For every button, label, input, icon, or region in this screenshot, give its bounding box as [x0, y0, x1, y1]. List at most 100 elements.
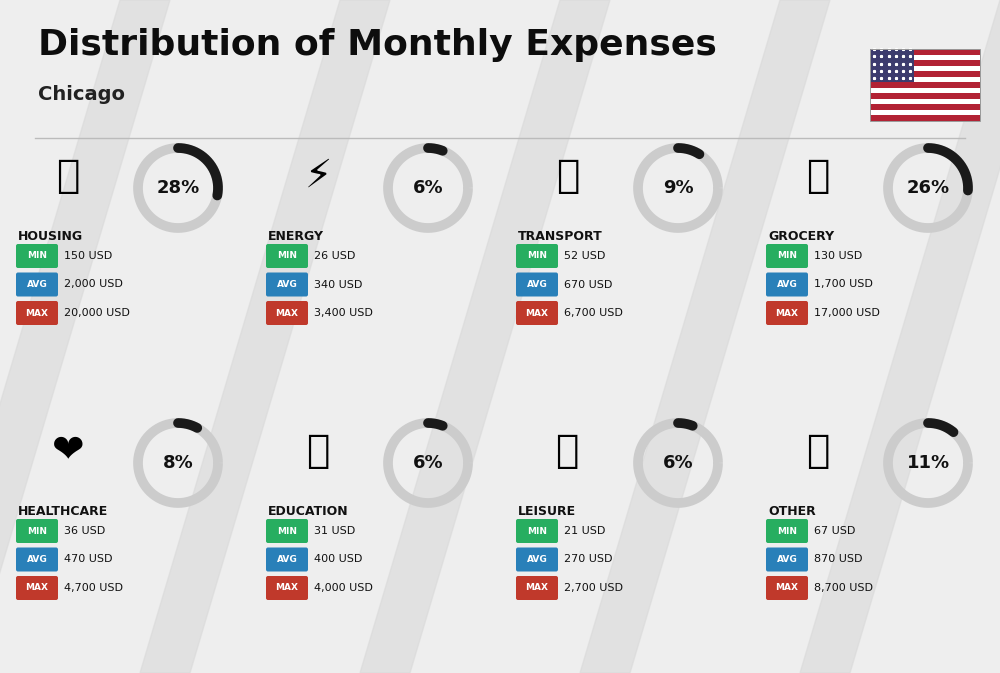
FancyBboxPatch shape — [766, 273, 808, 297]
Text: 11%: 11% — [906, 454, 950, 472]
Text: 1,700 USD: 1,700 USD — [814, 279, 873, 289]
Text: MIN: MIN — [27, 252, 47, 260]
Text: 400 USD: 400 USD — [314, 555, 362, 565]
FancyBboxPatch shape — [766, 301, 808, 325]
Text: 28%: 28% — [156, 179, 200, 197]
Text: 31 USD: 31 USD — [314, 526, 355, 536]
FancyBboxPatch shape — [266, 244, 308, 268]
Text: MAX: MAX — [275, 308, 298, 318]
FancyBboxPatch shape — [266, 301, 308, 325]
Text: 470 USD: 470 USD — [64, 555, 112, 565]
FancyBboxPatch shape — [766, 519, 808, 543]
Text: MAX: MAX — [526, 583, 548, 592]
FancyBboxPatch shape — [16, 519, 58, 543]
Text: 270 USD: 270 USD — [564, 555, 612, 565]
Text: 670 USD: 670 USD — [564, 279, 612, 289]
Text: 🏢: 🏢 — [56, 157, 80, 195]
Text: 4,000 USD: 4,000 USD — [314, 583, 373, 593]
Text: 2,700 USD: 2,700 USD — [564, 583, 623, 593]
FancyBboxPatch shape — [870, 65, 980, 71]
Text: LEISURE: LEISURE — [518, 505, 576, 518]
Text: MIN: MIN — [777, 526, 797, 536]
Text: HEALTHCARE: HEALTHCARE — [18, 505, 108, 518]
Text: Chicago: Chicago — [38, 85, 125, 104]
Text: MIN: MIN — [527, 526, 547, 536]
FancyBboxPatch shape — [870, 49, 980, 55]
Text: AVG: AVG — [777, 555, 797, 564]
Text: AVG: AVG — [527, 280, 547, 289]
Text: EDUCATION: EDUCATION — [268, 505, 349, 518]
FancyBboxPatch shape — [870, 104, 980, 110]
FancyBboxPatch shape — [870, 55, 980, 60]
FancyBboxPatch shape — [16, 273, 58, 297]
FancyBboxPatch shape — [266, 519, 308, 543]
FancyBboxPatch shape — [516, 576, 558, 600]
FancyBboxPatch shape — [16, 576, 58, 600]
Text: Distribution of Monthly Expenses: Distribution of Monthly Expenses — [38, 28, 717, 62]
FancyBboxPatch shape — [870, 116, 980, 121]
Text: 130 USD: 130 USD — [814, 251, 862, 261]
Text: MAX: MAX — [25, 308, 48, 318]
Text: 52 USD: 52 USD — [564, 251, 605, 261]
Text: MIN: MIN — [277, 252, 297, 260]
Text: MIN: MIN — [277, 526, 297, 536]
Text: 3,400 USD: 3,400 USD — [314, 308, 373, 318]
Text: OTHER: OTHER — [768, 505, 816, 518]
Text: 26%: 26% — [906, 179, 950, 197]
Text: 8,700 USD: 8,700 USD — [814, 583, 873, 593]
Text: AVG: AVG — [777, 280, 797, 289]
Text: MIN: MIN — [27, 526, 47, 536]
Text: 67 USD: 67 USD — [814, 526, 855, 536]
FancyBboxPatch shape — [870, 99, 980, 104]
FancyBboxPatch shape — [870, 110, 980, 116]
Text: MAX: MAX — [25, 583, 48, 592]
FancyBboxPatch shape — [16, 548, 58, 571]
FancyBboxPatch shape — [266, 273, 308, 297]
FancyBboxPatch shape — [16, 301, 58, 325]
Text: TRANSPORT: TRANSPORT — [518, 230, 603, 243]
Text: 4,700 USD: 4,700 USD — [64, 583, 123, 593]
Text: 340 USD: 340 USD — [314, 279, 362, 289]
Text: 6%: 6% — [663, 454, 693, 472]
Text: 6%: 6% — [413, 179, 443, 197]
Text: MAX: MAX — [526, 308, 548, 318]
Text: 🛍️: 🛍️ — [556, 432, 580, 470]
Text: 8%: 8% — [163, 454, 193, 472]
Text: AVG: AVG — [277, 280, 297, 289]
FancyBboxPatch shape — [870, 49, 914, 82]
Text: MIN: MIN — [527, 252, 547, 260]
FancyBboxPatch shape — [870, 94, 980, 99]
FancyBboxPatch shape — [870, 60, 980, 65]
FancyBboxPatch shape — [870, 77, 980, 82]
FancyBboxPatch shape — [516, 301, 558, 325]
FancyBboxPatch shape — [870, 71, 980, 77]
Text: 💰: 💰 — [806, 432, 830, 470]
FancyBboxPatch shape — [766, 244, 808, 268]
Text: 17,000 USD: 17,000 USD — [814, 308, 880, 318]
Text: AVG: AVG — [527, 555, 547, 564]
Text: AVG: AVG — [27, 280, 47, 289]
Text: 870 USD: 870 USD — [814, 555, 862, 565]
Text: ENERGY: ENERGY — [268, 230, 324, 243]
Text: AVG: AVG — [277, 555, 297, 564]
Text: MAX: MAX — [776, 308, 799, 318]
Text: AVG: AVG — [27, 555, 47, 564]
Text: 🚌: 🚌 — [556, 157, 580, 195]
FancyBboxPatch shape — [516, 548, 558, 571]
Text: ⚡: ⚡ — [304, 157, 332, 195]
Text: ❤️: ❤️ — [52, 432, 84, 470]
FancyBboxPatch shape — [870, 82, 980, 87]
FancyBboxPatch shape — [766, 548, 808, 571]
FancyBboxPatch shape — [266, 548, 308, 571]
FancyBboxPatch shape — [516, 244, 558, 268]
FancyBboxPatch shape — [870, 87, 980, 94]
FancyBboxPatch shape — [16, 244, 58, 268]
Text: 🛒: 🛒 — [806, 157, 830, 195]
Text: 2,000 USD: 2,000 USD — [64, 279, 123, 289]
FancyBboxPatch shape — [266, 576, 308, 600]
Text: 6%: 6% — [413, 454, 443, 472]
FancyBboxPatch shape — [516, 519, 558, 543]
Text: 150 USD: 150 USD — [64, 251, 112, 261]
FancyBboxPatch shape — [516, 273, 558, 297]
Text: 26 USD: 26 USD — [314, 251, 355, 261]
